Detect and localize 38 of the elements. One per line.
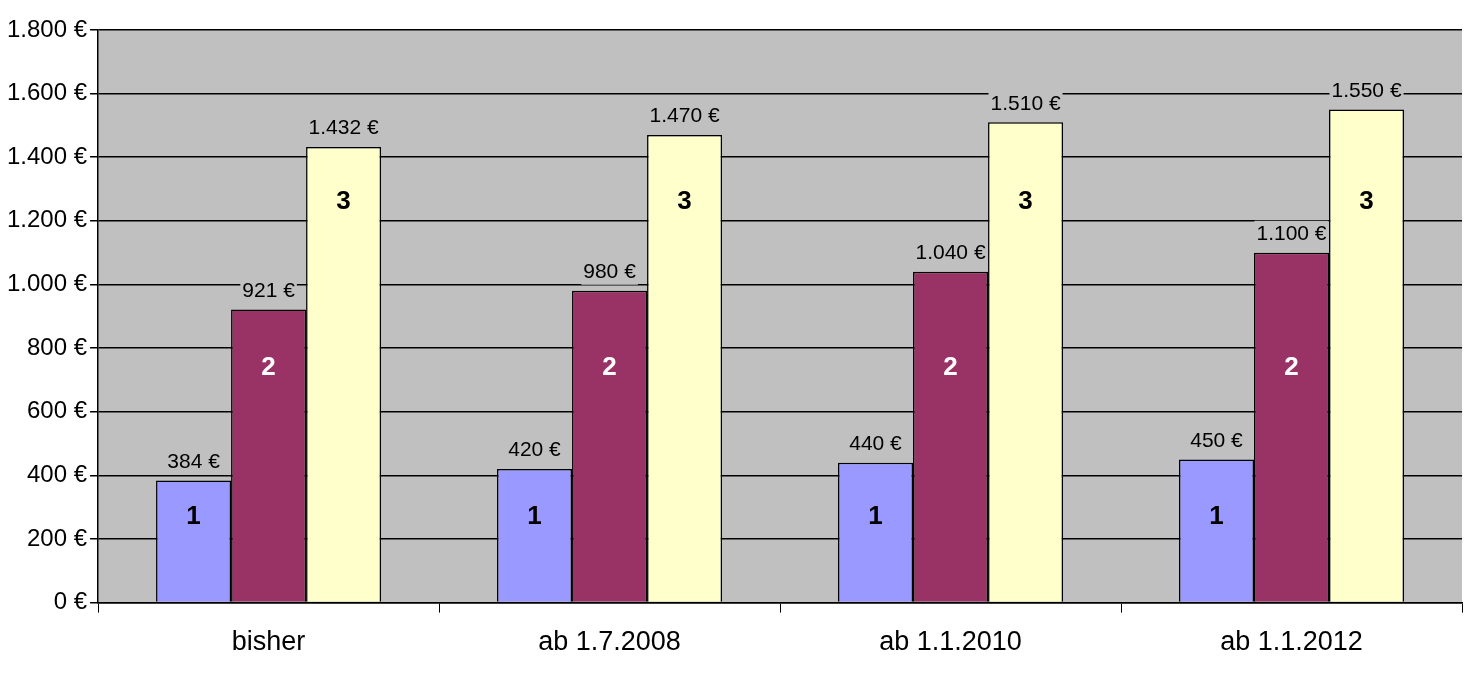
text: 3	[1018, 184, 1033, 215]
x-tick-label: ab 1.1.2012	[1220, 626, 1363, 657]
data-label: 1.510 €	[990, 90, 1061, 114]
y-tick-label: 600 €	[27, 396, 88, 424]
data-label: 384 €	[167, 448, 221, 472]
text: 2	[1284, 351, 1299, 382]
text: 2	[602, 351, 617, 382]
series-label: 3	[336, 184, 351, 215]
y-tick-label: 200 €	[27, 523, 88, 551]
y-tick-label: 1.800 €	[7, 14, 88, 42]
text: 1	[868, 499, 883, 530]
text: 3	[677, 184, 692, 215]
y-tick-label: 1.600 €	[7, 78, 88, 106]
y-tick-label: 1.000 €	[7, 269, 88, 297]
data-label: 980 €	[583, 259, 637, 283]
data-label: 1.550 €	[1331, 77, 1402, 101]
x-tick-label: bisher	[231, 626, 306, 657]
y-tick-label: 800 €	[27, 332, 88, 360]
y-tick-label: 400 €	[27, 459, 88, 487]
series-label: 2	[261, 351, 276, 382]
data-label: 440 €	[849, 430, 903, 454]
data-label: 1.470 €	[649, 103, 720, 127]
data-label: 1.100 €	[1256, 220, 1327, 244]
text: 3	[1359, 184, 1374, 215]
series-label: 1	[186, 499, 201, 530]
data-label: 1.040 €	[915, 240, 986, 264]
text: 1	[527, 499, 542, 530]
text: 1	[1209, 499, 1224, 530]
data-label: 1.432 €	[308, 115, 379, 139]
y-tick-label: 1.400 €	[7, 141, 88, 169]
data-label: 921 €	[242, 277, 296, 301]
data-label: 450 €	[1190, 427, 1244, 451]
y-tick-label: 0 €	[53, 587, 88, 615]
x-tick-label: ab 1.1.2010	[879, 626, 1022, 657]
x-tick-label: ab 1.7.2008	[538, 626, 681, 657]
data-label: 420 €	[508, 437, 562, 461]
y-tick-label: 1.200 €	[7, 205, 88, 233]
text: 2	[943, 351, 958, 382]
